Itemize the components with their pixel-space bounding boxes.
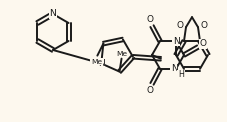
Text: N: N: [171, 64, 177, 73]
Text: O: O: [200, 40, 207, 49]
Text: O: O: [146, 15, 153, 24]
Text: N: N: [173, 37, 179, 46]
Text: Me: Me: [116, 51, 127, 57]
Text: O: O: [177, 21, 183, 30]
Text: O: O: [200, 21, 207, 30]
Text: H: H: [178, 70, 184, 79]
Text: O: O: [146, 86, 153, 95]
Text: N: N: [98, 59, 105, 68]
Text: Me: Me: [91, 59, 102, 65]
Text: N: N: [49, 10, 57, 19]
